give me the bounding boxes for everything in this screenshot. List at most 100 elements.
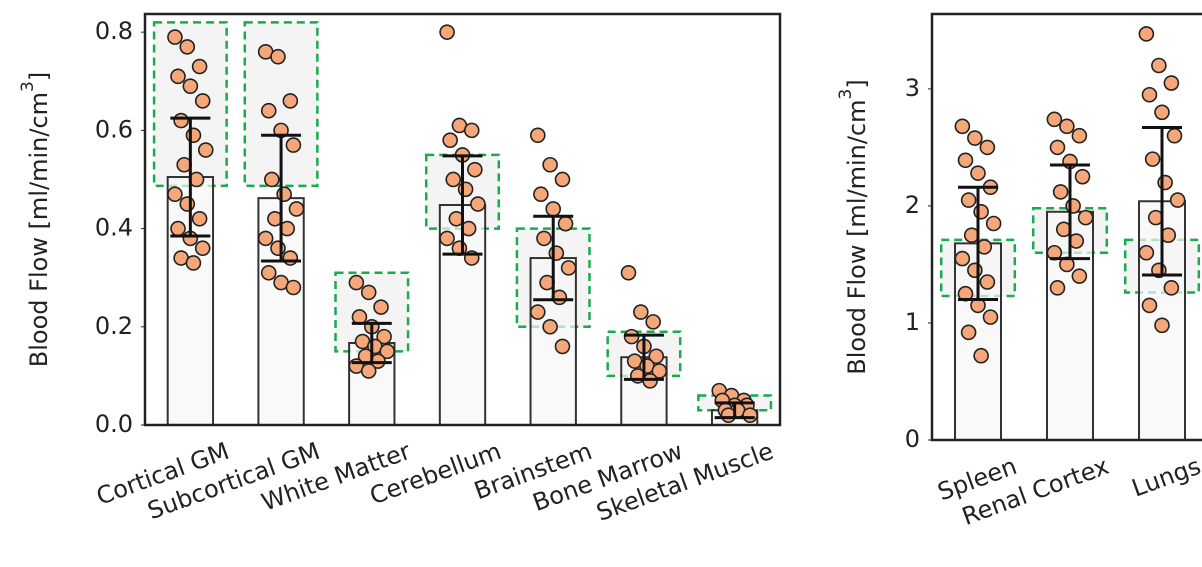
data-point bbox=[270, 48, 286, 65]
data-point bbox=[360, 363, 377, 379]
data-point bbox=[270, 240, 286, 257]
data-point bbox=[457, 181, 474, 198]
data-point bbox=[560, 260, 577, 276]
data-point bbox=[1077, 209, 1094, 226]
data-point bbox=[529, 304, 546, 320]
data-point bbox=[973, 203, 989, 220]
data-point bbox=[1169, 192, 1186, 208]
data-point bbox=[276, 186, 292, 203]
data-point bbox=[167, 29, 183, 45]
data-point bbox=[982, 309, 999, 325]
data-point bbox=[1138, 244, 1155, 261]
y-axis-label: Blood Flow [ml/min/cm3] bbox=[18, 72, 53, 367]
error-bar bbox=[261, 133, 302, 263]
data-point bbox=[1138, 26, 1155, 42]
data-point bbox=[1052, 184, 1069, 200]
data-point bbox=[373, 299, 389, 315]
data-point bbox=[954, 250, 971, 267]
data-point bbox=[648, 348, 665, 365]
data-point bbox=[470, 196, 486, 212]
data-point bbox=[557, 215, 574, 232]
data-point bbox=[179, 196, 196, 212]
data-point bbox=[985, 215, 1002, 232]
y-axis-label-text: Blood Flow [ml/min/cm bbox=[843, 100, 871, 375]
x-tick-label: Lungs bbox=[1128, 452, 1202, 503]
data-point bbox=[1163, 75, 1180, 91]
y-tick-label: 0.8 bbox=[95, 17, 133, 45]
error-bar bbox=[533, 214, 574, 302]
y-tick-label: 0.4 bbox=[95, 214, 133, 242]
error-bar bbox=[351, 321, 392, 365]
data-point bbox=[1049, 280, 1066, 296]
error-bar bbox=[1142, 126, 1182, 277]
data-point bbox=[173, 112, 189, 129]
data-point bbox=[954, 118, 971, 135]
data-point bbox=[973, 347, 989, 364]
data-point bbox=[264, 171, 280, 188]
y-axis-label-sup: 3 bbox=[836, 89, 856, 100]
data-point bbox=[170, 220, 186, 237]
data-point bbox=[1141, 297, 1158, 314]
data-point bbox=[1166, 127, 1183, 144]
data-point bbox=[348, 274, 365, 291]
data-point bbox=[439, 230, 455, 247]
data-point bbox=[260, 264, 277, 281]
data-point bbox=[285, 279, 302, 296]
data-point bbox=[554, 171, 571, 188]
y-tick-label: 2 bbox=[905, 191, 920, 219]
error-bar bbox=[958, 185, 998, 302]
data-point bbox=[194, 240, 211, 257]
plot-frame bbox=[930, 12, 1202, 442]
data-point bbox=[360, 284, 377, 301]
data-point bbox=[542, 318, 558, 335]
y-tick-label: 0.0 bbox=[95, 410, 133, 438]
data-point bbox=[1049, 139, 1066, 156]
data-point bbox=[536, 230, 552, 247]
y-tick-label: 3 bbox=[905, 74, 920, 102]
data-point bbox=[960, 192, 977, 208]
data-point bbox=[282, 93, 299, 109]
y-axis-label-sup: 3 bbox=[18, 81, 38, 92]
data-point bbox=[257, 230, 274, 247]
data-point bbox=[529, 127, 546, 144]
y-tick-label: 1 bbox=[905, 308, 920, 336]
data-point bbox=[1154, 317, 1170, 334]
data-point bbox=[979, 139, 996, 156]
error-bar bbox=[714, 401, 755, 420]
data-point bbox=[1071, 268, 1088, 284]
data-point bbox=[1163, 280, 1180, 296]
data-point bbox=[967, 130, 983, 146]
plot-frame bbox=[143, 12, 782, 427]
data-point bbox=[533, 186, 549, 203]
data-point bbox=[979, 274, 996, 290]
y-tick-label: 0.6 bbox=[95, 115, 133, 143]
data-point bbox=[960, 324, 977, 341]
data-point bbox=[1059, 118, 1075, 135]
data-point bbox=[545, 201, 562, 217]
data-point bbox=[191, 58, 208, 75]
data-point bbox=[645, 314, 661, 330]
data-point bbox=[185, 255, 202, 271]
data-point bbox=[445, 171, 462, 188]
data-point bbox=[957, 152, 974, 169]
data-point bbox=[191, 210, 208, 227]
data-point bbox=[170, 68, 186, 85]
data-point bbox=[633, 304, 649, 320]
y-axis-label-end: ] bbox=[843, 79, 871, 88]
error-bar bbox=[623, 333, 664, 381]
data-point bbox=[376, 328, 392, 345]
data-point bbox=[548, 245, 565, 261]
data-point bbox=[463, 122, 480, 139]
data-point bbox=[967, 262, 983, 279]
data-point bbox=[1065, 198, 1081, 214]
data-point bbox=[1071, 127, 1088, 144]
y-tick-label: 0.2 bbox=[95, 312, 133, 340]
y-axis-label-end: ] bbox=[25, 72, 53, 81]
y-axis-label: Blood Flow [ml/min/cm3] bbox=[836, 79, 871, 374]
data-point bbox=[179, 39, 196, 55]
data-point bbox=[467, 161, 483, 178]
data-point bbox=[1074, 168, 1091, 185]
y-axis-label-text: Blood Flow [ml/min/cm bbox=[25, 92, 53, 367]
data-point bbox=[554, 338, 571, 355]
